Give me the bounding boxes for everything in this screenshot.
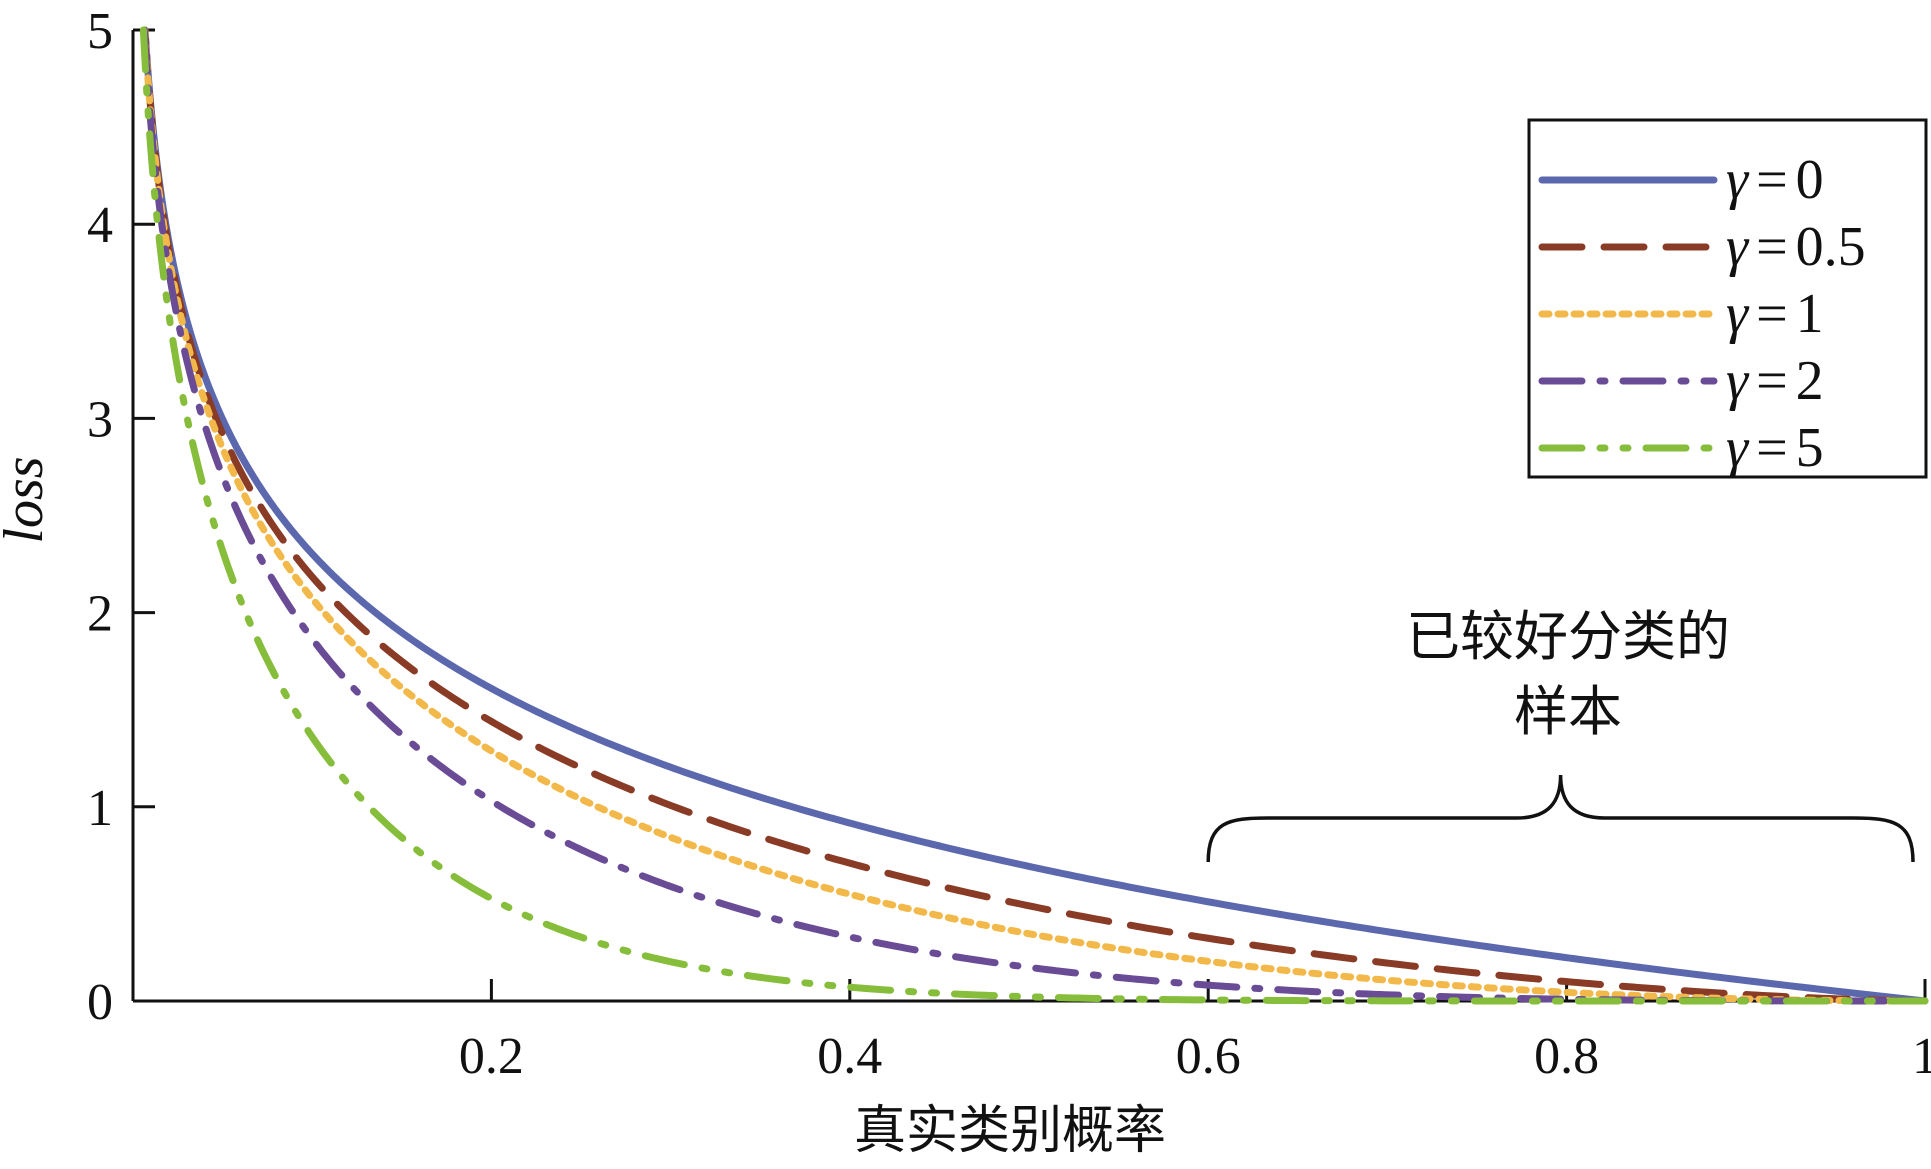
annotation-line2: 样本 [1514,680,1622,743]
series-line-gamma-1 [141,26,1929,1005]
series-lines [139,26,1929,1005]
legend-label: γ = 0 [1726,149,1824,211]
legend-gamma-value: 0.5 [1796,216,1866,278]
y-tick-label: 2 [87,586,113,643]
x-tick-label: 0.2 [459,1028,524,1085]
legend-gamma-value: 2 [1796,350,1824,412]
x-axis-title: 真实类别概率 [854,1101,1166,1161]
legend-gamma-value: 5 [1796,417,1824,479]
y-tick-label: 0 [87,974,113,1031]
legend-label: γ = 0.5 [1726,216,1866,278]
legend-gamma-symbol: γ [1726,283,1750,345]
legend-gamma-symbol: γ [1726,149,1750,211]
y-tick-label: 5 [87,3,113,60]
x-tick-label: 1 [1912,1028,1931,1085]
x-tick-label: 0.8 [1534,1028,1599,1085]
annotation-line1: 已较好分类的 [1406,605,1730,668]
y-tick-label: 3 [87,391,113,448]
y-tick-label: 4 [87,197,113,254]
series-line-gamma-5 [139,26,1929,1005]
legend-gamma-value: 1 [1796,283,1824,345]
annotation-brace [1206,774,1915,863]
legend-equals: = [1756,350,1788,412]
legend-equals: = [1756,149,1788,211]
legend-gamma-symbol: γ [1726,417,1750,479]
x-tick-label: 0.4 [817,1028,882,1085]
y-tick-label: 1 [87,780,113,837]
legend-equals: = [1756,417,1788,479]
legend-equals: = [1756,283,1788,345]
legend-gamma-value: 0 [1796,149,1824,211]
legend-label: γ = 2 [1726,350,1824,412]
legend-label: γ = 1 [1726,283,1824,345]
legend-gamma-symbol: γ [1726,350,1750,412]
legend-gamma-symbol: γ [1726,216,1750,278]
legend: γ = 0γ = 0.5γ = 1γ = 2γ = 5 [1527,118,1928,479]
y-axis-title: loss [0,456,55,543]
x-tick-label: 0.6 [1176,1028,1241,1085]
well-classified-annotation: 已较好分类的 样本 [1206,605,1915,863]
legend-equals: = [1756,216,1788,278]
legend-label: γ = 5 [1726,417,1824,479]
series-line-gamma-0 [141,26,1929,1005]
series-line-gamma-0-5 [141,26,1929,1005]
